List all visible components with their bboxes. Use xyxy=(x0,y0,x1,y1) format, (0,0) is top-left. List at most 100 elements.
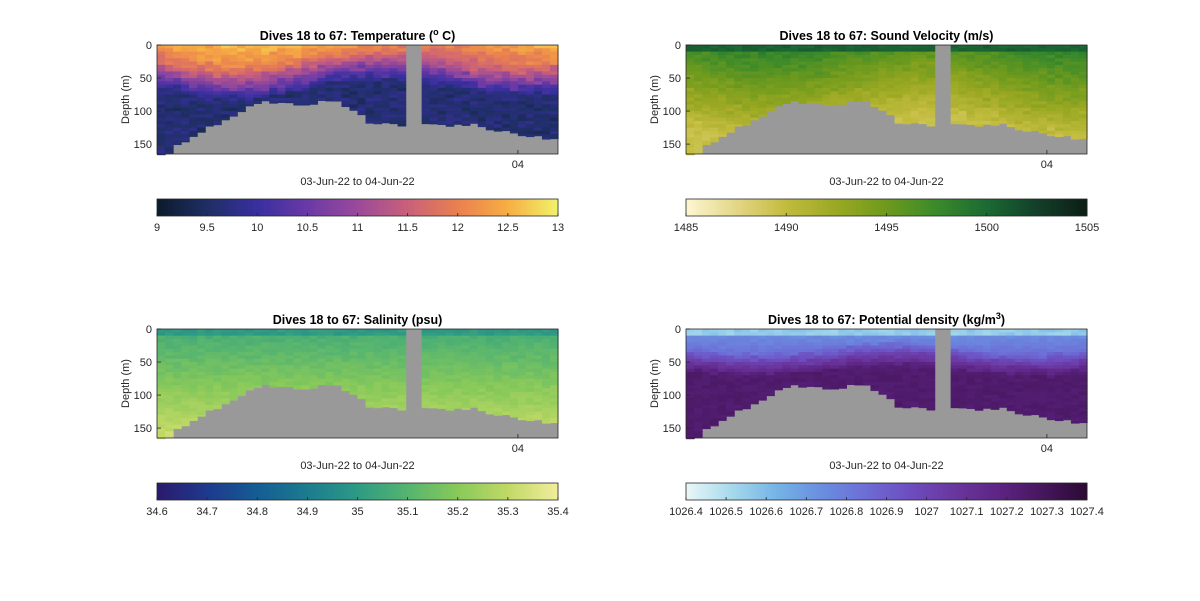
temperature-cell xyxy=(381,54,391,59)
salinity-cell xyxy=(309,362,318,366)
sound-velocity-cell xyxy=(790,87,799,92)
salinity-cell xyxy=(397,342,407,347)
temperature-cell xyxy=(221,58,230,63)
temperature-colorbar-segment xyxy=(431,199,435,216)
salinity-cell xyxy=(205,329,214,333)
salinity-cell xyxy=(237,345,246,350)
salinity-cell xyxy=(525,342,535,347)
potential-density-cell xyxy=(966,398,976,403)
potential-density-cell xyxy=(918,345,928,350)
salinity-cell xyxy=(197,381,206,386)
temperature-cell xyxy=(469,51,479,56)
potential-density-cell xyxy=(726,358,735,363)
temperature-cell xyxy=(165,91,174,96)
temperature-cell xyxy=(293,61,302,66)
sound-velocity-cell xyxy=(1078,134,1088,139)
temperature-cell xyxy=(165,144,174,148)
sound-velocity-colorbar-segment xyxy=(792,199,797,216)
salinity-cell xyxy=(373,401,383,406)
potential-density-cell xyxy=(1006,378,1016,383)
salinity-cell xyxy=(165,388,174,393)
potential-density-cell xyxy=(790,352,799,357)
salinity-cell xyxy=(197,408,206,413)
temperature-cell xyxy=(357,64,367,69)
salinity-colorbar-segment xyxy=(187,483,191,500)
potential-density-cell xyxy=(902,371,912,376)
potential-density-cell xyxy=(958,398,968,403)
temperature-cell xyxy=(221,71,230,76)
temperature-colorbar-segment xyxy=(267,199,272,216)
temperature-cell xyxy=(285,68,294,73)
temperature-cell xyxy=(389,51,399,56)
temperature-cell xyxy=(485,127,495,131)
temperature-cell xyxy=(165,97,174,102)
temperature-cell xyxy=(341,97,351,102)
temperature-cell xyxy=(333,51,343,56)
potential-density-cell xyxy=(774,358,783,363)
sound-velocity-cell xyxy=(1038,51,1048,56)
sound-velocity-cell xyxy=(1078,117,1088,122)
salinity-cell xyxy=(381,348,391,353)
temperature-colorbar-segment xyxy=(360,199,365,216)
salinity-cell xyxy=(469,345,479,350)
salinity-cell xyxy=(493,362,503,366)
salinity-cell xyxy=(373,375,383,380)
temperature-cell xyxy=(157,140,166,145)
potential-density-cell xyxy=(718,391,727,396)
sound-velocity-cell xyxy=(918,97,928,102)
salinity-cell xyxy=(397,332,407,337)
salinity-cell xyxy=(373,391,383,396)
sound-velocity-cell xyxy=(726,94,735,99)
temperature-cell xyxy=(157,117,166,122)
temperature-cell xyxy=(341,94,351,99)
salinity-cell xyxy=(293,371,302,376)
temperature-colorbar-segment xyxy=(541,199,546,216)
temperature-cell xyxy=(525,134,535,138)
sound-velocity-cell xyxy=(750,114,759,119)
salinity-colorbar-segment xyxy=(417,483,422,500)
temperature-cell xyxy=(437,87,447,92)
salinity-cell xyxy=(197,358,206,363)
temperature-cell xyxy=(517,124,527,129)
salinity-cell xyxy=(197,342,206,347)
temperature-cell xyxy=(453,111,463,115)
potential-density-cell xyxy=(790,381,799,386)
sound-velocity-cell xyxy=(862,87,872,92)
potential-density-cell xyxy=(950,362,960,366)
sound-velocity-colorbar-segment xyxy=(856,199,861,216)
salinity-cell xyxy=(493,358,503,363)
sound-velocity-cell xyxy=(750,54,759,59)
sound-velocity-cell xyxy=(702,71,711,76)
potential-density-cell xyxy=(782,362,791,366)
sound-velocity-cell xyxy=(694,87,703,92)
temperature-cell xyxy=(365,51,375,56)
salinity-cell xyxy=(453,371,463,376)
sound-velocity-cell xyxy=(782,64,791,69)
salinity-cell xyxy=(181,329,190,333)
salinity-colorbar-segment xyxy=(330,483,335,500)
sound-velocity-cell xyxy=(1078,54,1088,59)
potential-density-cell xyxy=(1022,368,1032,373)
potential-density-cell xyxy=(774,381,783,386)
sound-velocity-cell xyxy=(966,107,976,112)
salinity-cell xyxy=(165,378,174,383)
temperature-cell xyxy=(205,111,214,115)
sound-velocity-cell xyxy=(814,97,823,102)
sound-velocity-cell xyxy=(726,107,735,112)
temperature-cell xyxy=(541,117,551,122)
temperature-cell xyxy=(157,150,166,155)
potential-density-cell xyxy=(726,352,735,357)
sound-velocity-cell xyxy=(710,94,719,99)
temperature-cell xyxy=(485,58,495,63)
temperature-cell xyxy=(173,97,182,102)
potential-density-cell xyxy=(1022,342,1032,347)
potential-density-cell xyxy=(822,348,831,353)
salinity-cell xyxy=(253,345,262,350)
temperature-cell xyxy=(509,48,519,53)
temperature-cell xyxy=(341,64,351,69)
potential-density-cell xyxy=(918,348,928,353)
sound-velocity-cell xyxy=(958,91,968,96)
temperature-cell xyxy=(245,61,254,66)
sound-velocity-cell xyxy=(814,78,823,82)
sound-velocity-colorbar-segment xyxy=(843,199,847,216)
